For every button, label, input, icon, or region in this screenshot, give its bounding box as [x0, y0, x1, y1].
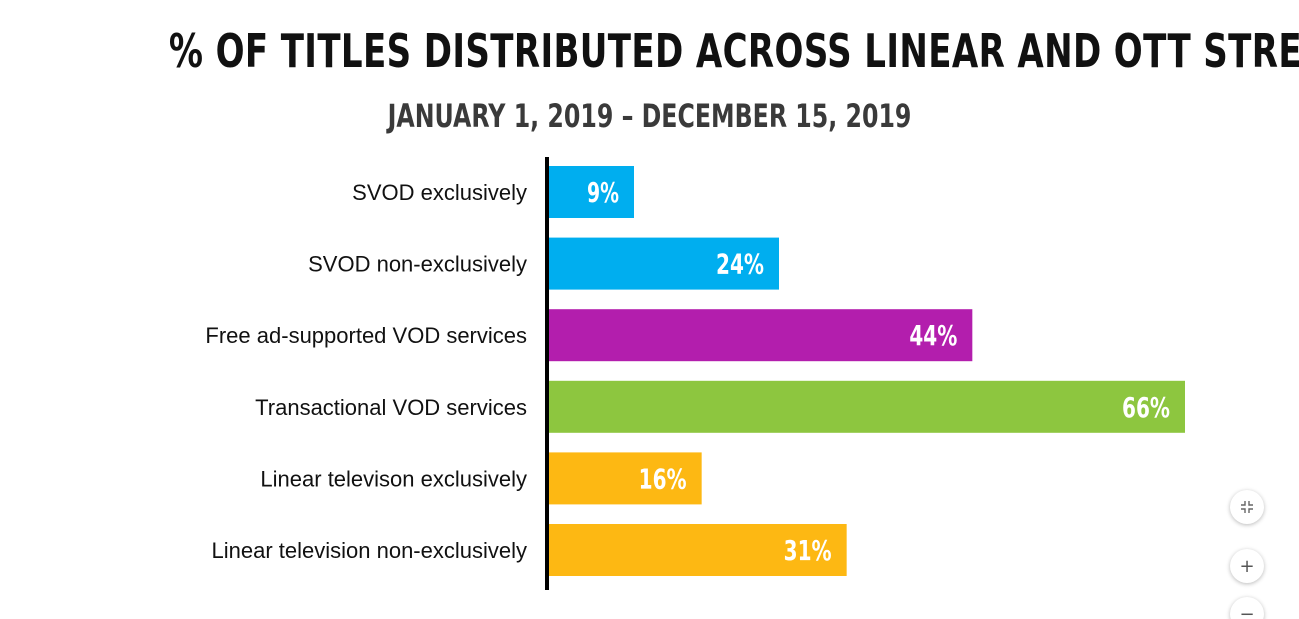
data-label: 16%: [639, 462, 687, 495]
data-label: 44%: [909, 319, 957, 352]
category-label: Linear television non-exclusively: [212, 538, 528, 563]
data-label: 9%: [587, 176, 619, 209]
bar: [547, 524, 847, 576]
collapse-button[interactable]: [1230, 490, 1264, 524]
bar: [547, 452, 702, 505]
chart-title: % OF TITLES DISTRIBUTED ACROSS LINEAR AN…: [168, 24, 1299, 78]
category-label: SVOD exclusively: [352, 180, 527, 205]
category-label: Free ad-supported VOD services: [205, 323, 527, 348]
data-label: 31%: [784, 534, 832, 567]
category-label: SVOD non-exclusively: [308, 252, 527, 277]
category-label: Linear televison exclusively: [260, 466, 527, 491]
collapse-icon: [1241, 501, 1253, 513]
zoom-in-button[interactable]: +: [1230, 549, 1264, 583]
bar: [547, 166, 634, 218]
data-label: 24%: [716, 248, 764, 281]
zoom-out-button[interactable]: −: [1230, 597, 1264, 619]
bar: [547, 309, 973, 362]
bar: [547, 380, 1185, 433]
bar: [547, 237, 779, 290]
data-label: 66%: [1122, 391, 1170, 424]
chart-subtitle: JANUARY 1, 2019 – DECEMBER 15, 2019: [387, 97, 912, 135]
category-label: Transactional VOD services: [255, 395, 527, 420]
